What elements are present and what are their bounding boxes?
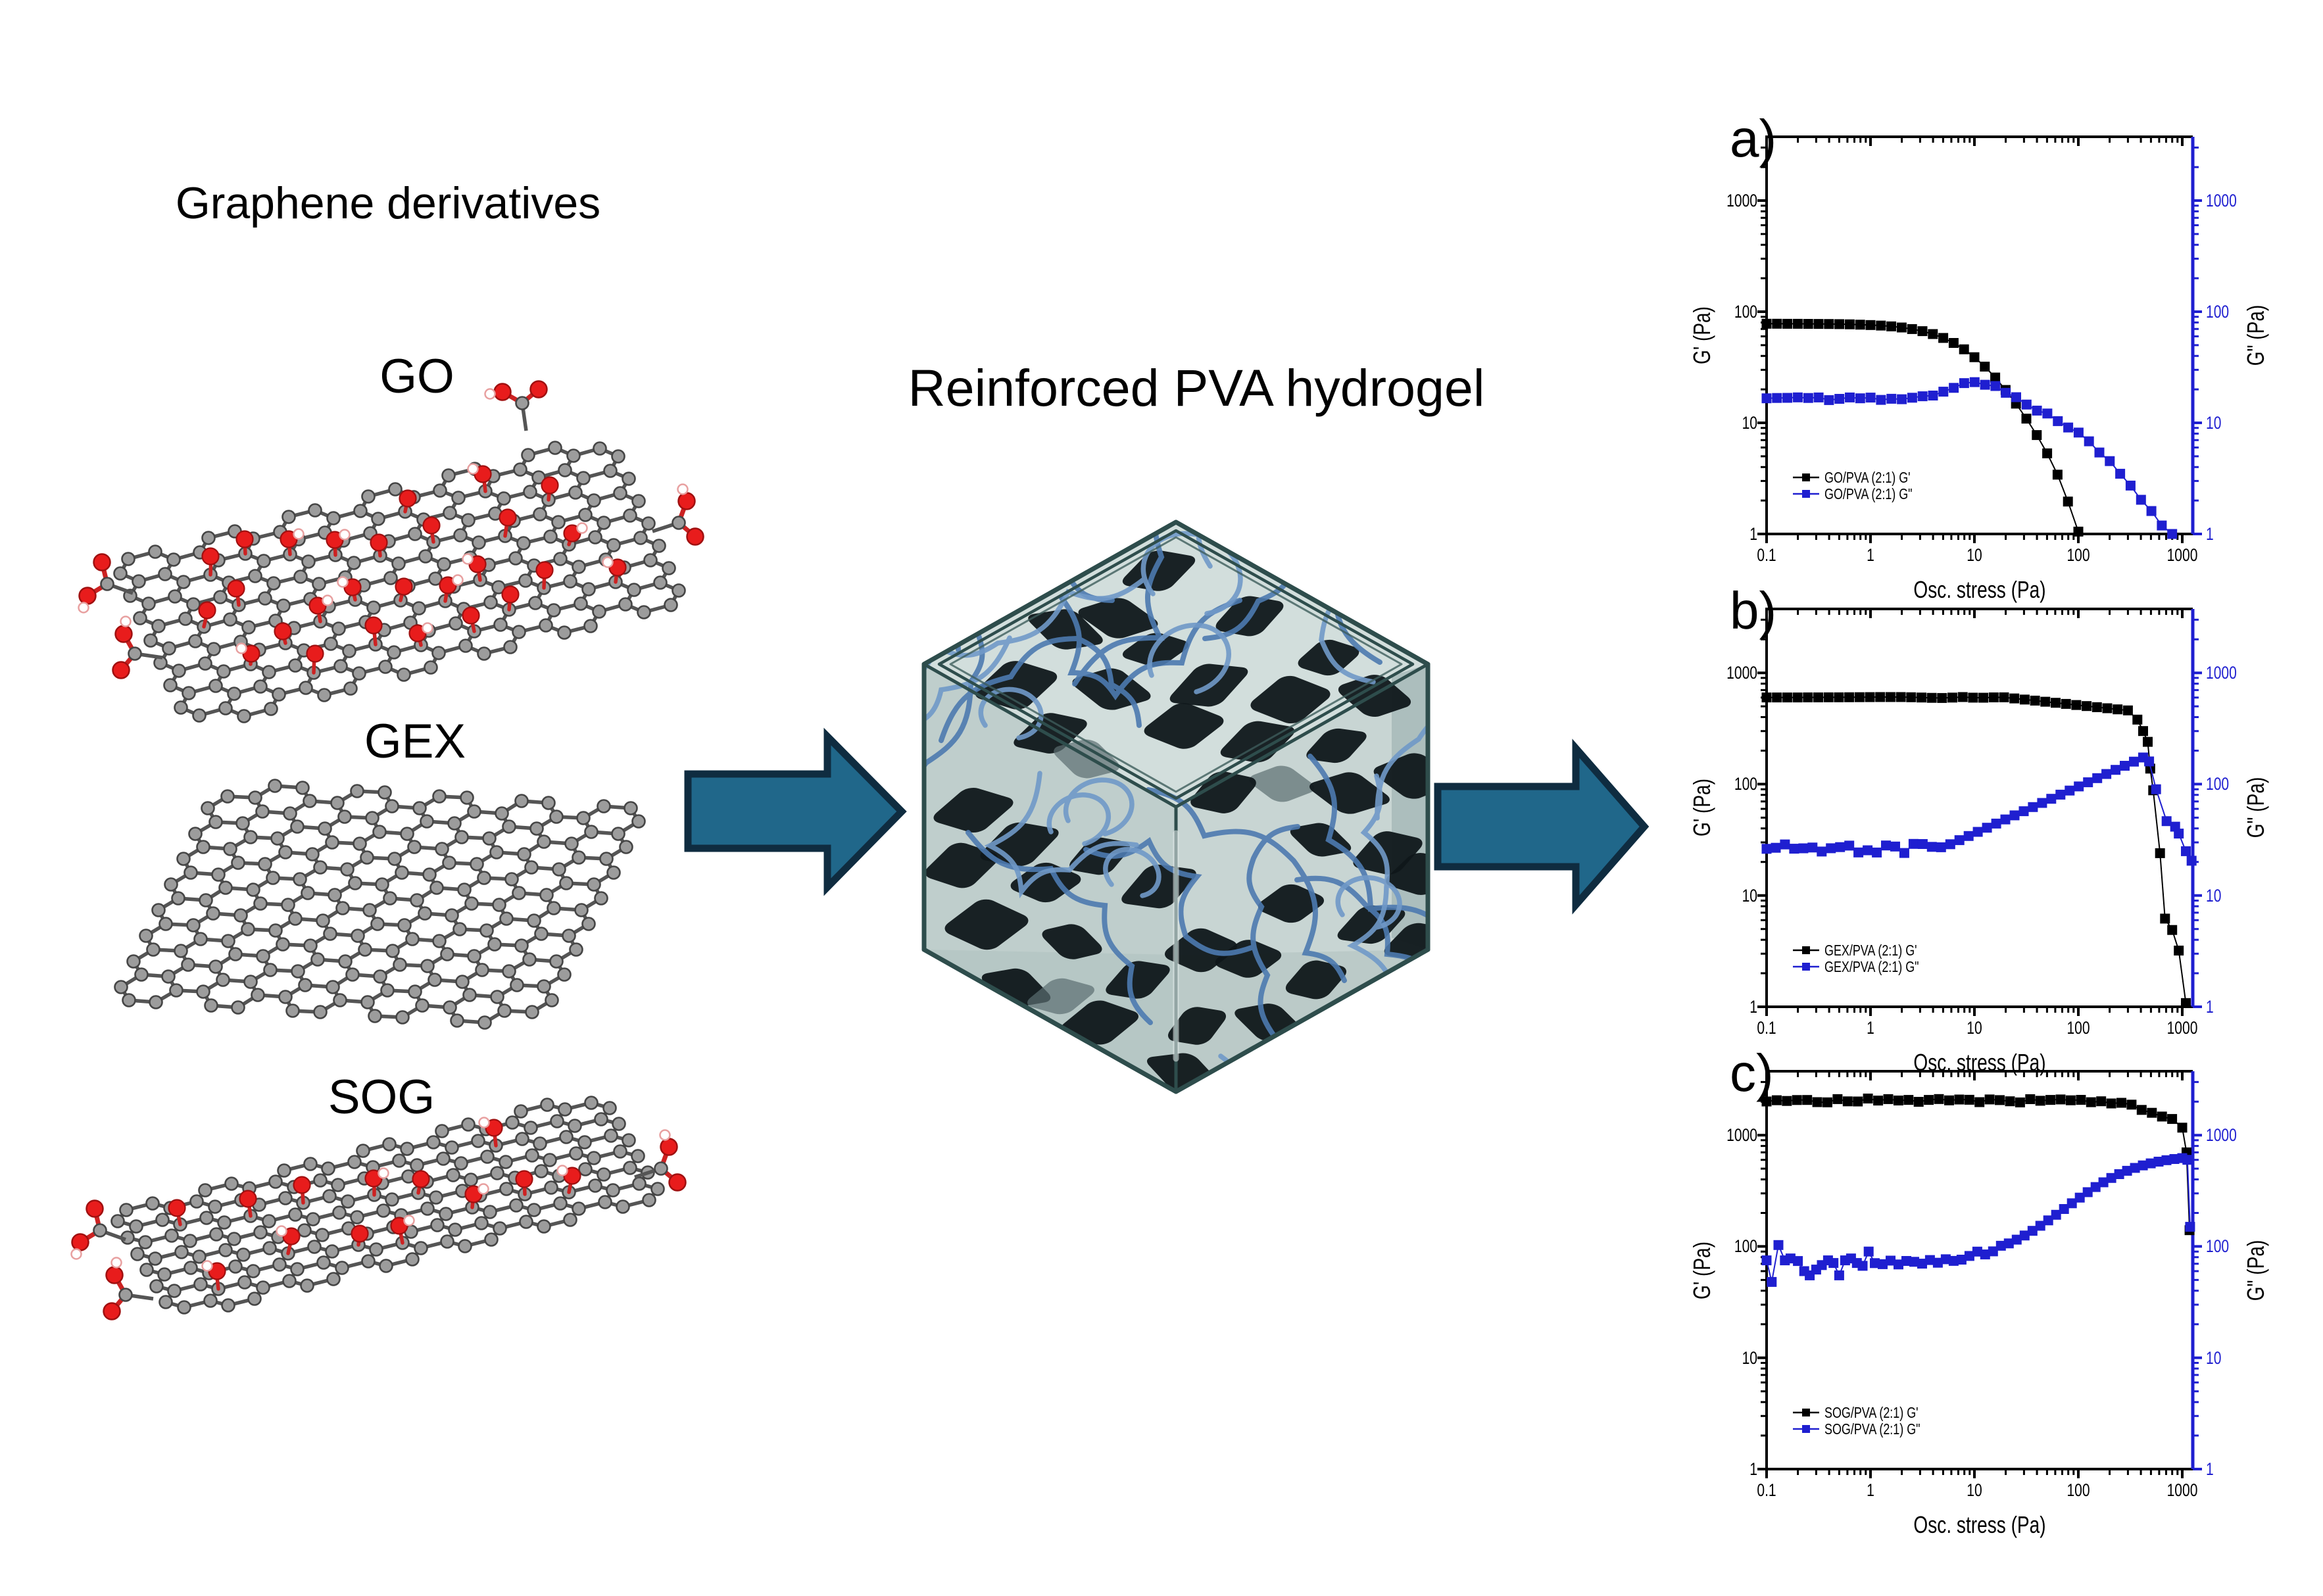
- svg-text:G" (Pa): G" (Pa): [2243, 777, 2269, 838]
- svg-text:1000: 1000: [2167, 1019, 2198, 1038]
- svg-text:1000: 1000: [2206, 1126, 2237, 1146]
- svg-text:10: 10: [1742, 1349, 1757, 1368]
- svg-text:100: 100: [1734, 1237, 1757, 1257]
- svg-text:Reinforced PVA hydrogel: Reinforced PVA hydrogel: [908, 358, 1485, 417]
- svg-text:10: 10: [1967, 1019, 1982, 1038]
- svg-text:1: 1: [2206, 1460, 2214, 1480]
- svg-text:0.1: 0.1: [1757, 1019, 1776, 1038]
- svg-text:1000: 1000: [2206, 191, 2237, 211]
- svg-text:1: 1: [1749, 998, 1757, 1017]
- svg-text:SOG: SOG: [328, 1071, 435, 1124]
- svg-text:SOG/PVA (2:1) G": SOG/PVA (2:1) G": [1824, 1421, 1920, 1438]
- svg-text:1: 1: [1867, 1481, 1874, 1501]
- svg-text:10: 10: [2206, 414, 2221, 433]
- svg-text:100: 100: [2066, 546, 2090, 566]
- svg-text:Graphene derivatives: Graphene derivatives: [176, 178, 600, 228]
- svg-text:10: 10: [2206, 886, 2221, 906]
- svg-text:10: 10: [2206, 1349, 2221, 1368]
- svg-text:0.1: 0.1: [1757, 1481, 1776, 1501]
- svg-text:100: 100: [2206, 1237, 2229, 1257]
- svg-text:b): b): [1730, 581, 1776, 640]
- svg-text:0.1: 0.1: [1757, 546, 1776, 566]
- svg-text:GO/PVA (2:1) G': GO/PVA (2:1) G': [1824, 470, 1911, 487]
- svg-text:1000: 1000: [1726, 191, 1757, 211]
- svg-text:1: 1: [1867, 546, 1874, 566]
- svg-text:100: 100: [2206, 775, 2229, 794]
- svg-text:100: 100: [1734, 302, 1757, 322]
- svg-text:GO: GO: [379, 350, 454, 403]
- svg-text:Osc. stress (Pa): Osc. stress (Pa): [1913, 1512, 2045, 1538]
- svg-text:G' (Pa): G' (Pa): [1689, 779, 1715, 836]
- svg-text:1: 1: [2206, 998, 2214, 1017]
- svg-text:1000: 1000: [2206, 664, 2237, 683]
- svg-text:G" (Pa): G" (Pa): [2243, 1240, 2269, 1301]
- svg-text:1000: 1000: [1726, 664, 1757, 683]
- svg-text:10: 10: [1967, 546, 1982, 566]
- svg-text:GEX/PVA (2:1) G': GEX/PVA (2:1) G': [1824, 942, 1917, 959]
- svg-text:100: 100: [1734, 775, 1757, 794]
- svg-text:1000: 1000: [2167, 1481, 2198, 1501]
- svg-text:c): c): [1730, 1044, 1774, 1102]
- svg-text:1000: 1000: [1726, 1126, 1757, 1146]
- svg-text:G' (Pa): G' (Pa): [1689, 306, 1715, 364]
- svg-text:10: 10: [1742, 886, 1757, 906]
- svg-text:1: 1: [1749, 525, 1757, 544]
- svg-text:GEX: GEX: [364, 715, 466, 768]
- svg-text:SOG/PVA (2:1) G': SOG/PVA (2:1) G': [1824, 1405, 1919, 1422]
- svg-text:10: 10: [1742, 414, 1757, 433]
- svg-text:100: 100: [2066, 1481, 2090, 1501]
- svg-text:10: 10: [1967, 1481, 1982, 1501]
- svg-text:1: 1: [1867, 1019, 1874, 1038]
- svg-text:100: 100: [2206, 302, 2229, 322]
- svg-text:G" (Pa): G" (Pa): [2243, 305, 2269, 366]
- svg-text:1: 1: [2206, 525, 2214, 544]
- svg-text:a): a): [1730, 109, 1776, 168]
- svg-text:G' (Pa): G' (Pa): [1689, 1242, 1715, 1299]
- svg-text:Osc. stress (Pa): Osc. stress (Pa): [1913, 577, 2045, 603]
- svg-text:100: 100: [2066, 1019, 2090, 1038]
- svg-text:1000: 1000: [2167, 546, 2198, 566]
- svg-text:GO/PVA (2:1) G": GO/PVA (2:1) G": [1824, 486, 1913, 503]
- svg-text:1: 1: [1749, 1460, 1757, 1480]
- svg-text:GEX/PVA (2:1) G": GEX/PVA (2:1) G": [1824, 959, 1919, 976]
